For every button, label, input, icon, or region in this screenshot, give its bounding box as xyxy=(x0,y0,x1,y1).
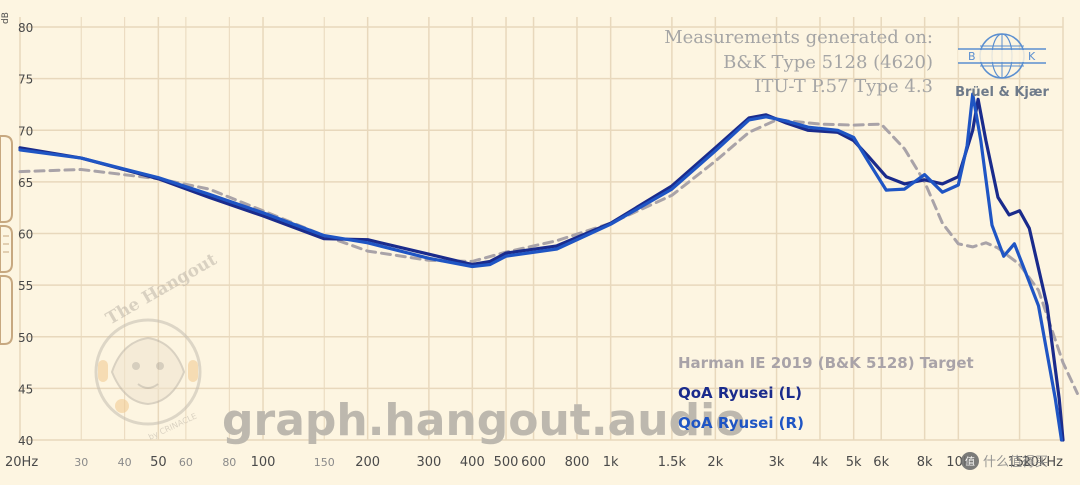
x-tick-label: 300 xyxy=(416,455,441,470)
y-tick-label: 55 xyxy=(18,279,33,293)
x-tick-label: 200 xyxy=(355,455,380,470)
y-tick-label: 65 xyxy=(18,176,33,190)
y-tick-label: 45 xyxy=(18,382,33,396)
x-tick-label: 100 xyxy=(251,455,276,470)
svg-text:什么值得买: 什么值得买 xyxy=(983,454,1048,470)
x-tick-label: 1k xyxy=(603,455,619,470)
x-tick-label: 150 xyxy=(314,456,335,469)
series-line-1 xyxy=(18,97,1065,442)
y-tick-label: 40 xyxy=(18,434,33,448)
corner-badge: 值 什么值得买 xyxy=(961,452,1048,470)
x-tick-label: 2k xyxy=(707,455,723,470)
x-tick-label: 4k xyxy=(812,455,828,470)
hangout-logo-text: The Hangout xyxy=(103,250,221,330)
watermark-layer: The Hangout by CRINACLE graph.hangout.au… xyxy=(94,250,745,446)
y-offset-handle[interactable] xyxy=(0,135,13,345)
x-tick-label: 6k xyxy=(873,455,889,470)
x-tick-label: 80 xyxy=(222,456,236,469)
series-layer xyxy=(18,92,1079,442)
x-tick-label: 40 xyxy=(118,456,132,469)
bk-letter-b: B xyxy=(968,50,976,63)
measurement-line-2: B&K Type 5128 (4620) xyxy=(723,52,933,73)
x-tick-label: 5k xyxy=(846,455,862,470)
y-tick-label: 70 xyxy=(18,124,33,138)
x-tick-label: 400 xyxy=(460,455,485,470)
series-line-2 xyxy=(18,92,1064,442)
x-tick-label: 30 xyxy=(74,456,88,469)
x-tick-label: 500 xyxy=(494,455,519,470)
y-axis-ticks: 40 45 50 55 60 65 70 75 80 dB xyxy=(1,12,33,448)
site-watermark: graph.hangout.audio xyxy=(222,395,745,446)
series-line-0 xyxy=(18,118,1079,395)
bk-letter-k: K xyxy=(1028,50,1036,63)
legend-target: Harman IE 2019 (B&K 5128) Target xyxy=(678,354,974,372)
grid-lines xyxy=(19,17,1064,441)
measurement-line-1: Measurements generated on: xyxy=(664,27,933,48)
legend-right: QoA Ryusei (R) xyxy=(678,414,804,432)
svg-text:值: 值 xyxy=(965,455,975,468)
x-tick-label: 1.5k xyxy=(658,455,687,470)
x-tick-label: 3k xyxy=(769,455,785,470)
measurement-line-3: ITU-T P.57 Type 4.3 xyxy=(754,76,933,97)
x-tick-label: 600 xyxy=(521,455,546,470)
bk-logo: B K Brüel & Kjær xyxy=(955,33,1049,100)
measurement-info: Measurements generated on: B&K Type 5128… xyxy=(664,27,933,97)
x-tick-label: 8k xyxy=(917,455,933,470)
x-tick-label: 15k xyxy=(1008,455,1033,470)
y-tick-label: 50 xyxy=(18,331,33,345)
y-unit-label: dB xyxy=(1,12,11,24)
legend-left: QoA Ryusei (L) xyxy=(678,384,802,402)
y-tick-label: 75 xyxy=(18,73,33,87)
y-tick-label: 80 xyxy=(18,21,33,35)
y-tick-label: 60 xyxy=(18,228,33,242)
legend: Harman IE 2019 (B&K 5128) Target QoA Ryu… xyxy=(678,354,974,432)
bk-brand-name: Brüel & Kjær xyxy=(955,85,1049,100)
x-tick-label: 800 xyxy=(565,455,590,470)
x-tick-label: 50 xyxy=(150,455,167,470)
x-tick-label: 60 xyxy=(179,456,193,469)
x-tick-label: 20Hz xyxy=(5,455,38,470)
x-axis-ticks: 20Hz 30 40 50 60 80 100 150 200 300 400 500 600 800 1k… xyxy=(5,455,1063,470)
x-tick-label: 20kHz xyxy=(1022,455,1063,470)
